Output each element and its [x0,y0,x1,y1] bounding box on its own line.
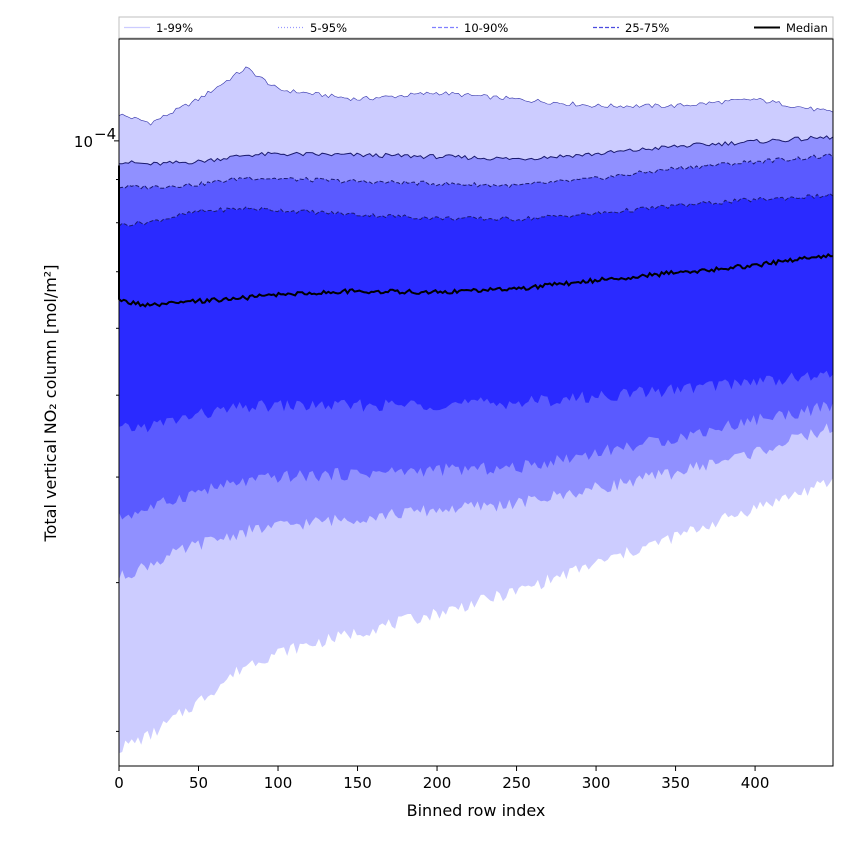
legend: 1-99% 5-95% 10-90% 25-75% Median [118,16,834,39]
band-upper-line-1-99% [118,66,834,126]
legend-label: 5-95% [310,21,347,35]
band-upper-line-25-75% [118,192,834,227]
x-tick-label: 100 [264,774,293,792]
x-axis: 0 50 100 150 200 250 300 350 400 [114,766,769,792]
x-tick-label: 400 [741,774,770,792]
x-tick-label: 250 [502,774,531,792]
median-line [118,165,834,308]
plot-frame [118,38,834,767]
x-tick-label: 50 [189,774,208,792]
legend-label: 10-90% [464,21,508,35]
y-axis: 10 −4 [74,125,119,732]
x-tick-label: 300 [582,774,611,792]
x-tick-label: 350 [661,774,690,792]
y-major-tick-label: 10 [74,133,93,151]
legend-label: Median [786,21,828,35]
median-layer [118,165,834,308]
band-upper-line-5-95% [118,135,834,166]
y-axis-label: Total vertical NO₂ column [mol/m²] [41,265,60,543]
x-tick-label: 150 [343,774,372,792]
percentile-bands [118,66,834,754]
band-25-75% [119,193,833,433]
band-upper-line-10-90% [118,153,834,190]
legend-label: 25-75% [625,21,669,35]
x-tick-label: 0 [114,774,124,792]
x-axis-label: Binned row index [407,801,546,820]
y-tick-exponent: −4 [94,125,116,143]
legend-label: 1-99% [156,21,193,35]
x-tick-label: 200 [423,774,452,792]
legend-box [118,16,834,39]
